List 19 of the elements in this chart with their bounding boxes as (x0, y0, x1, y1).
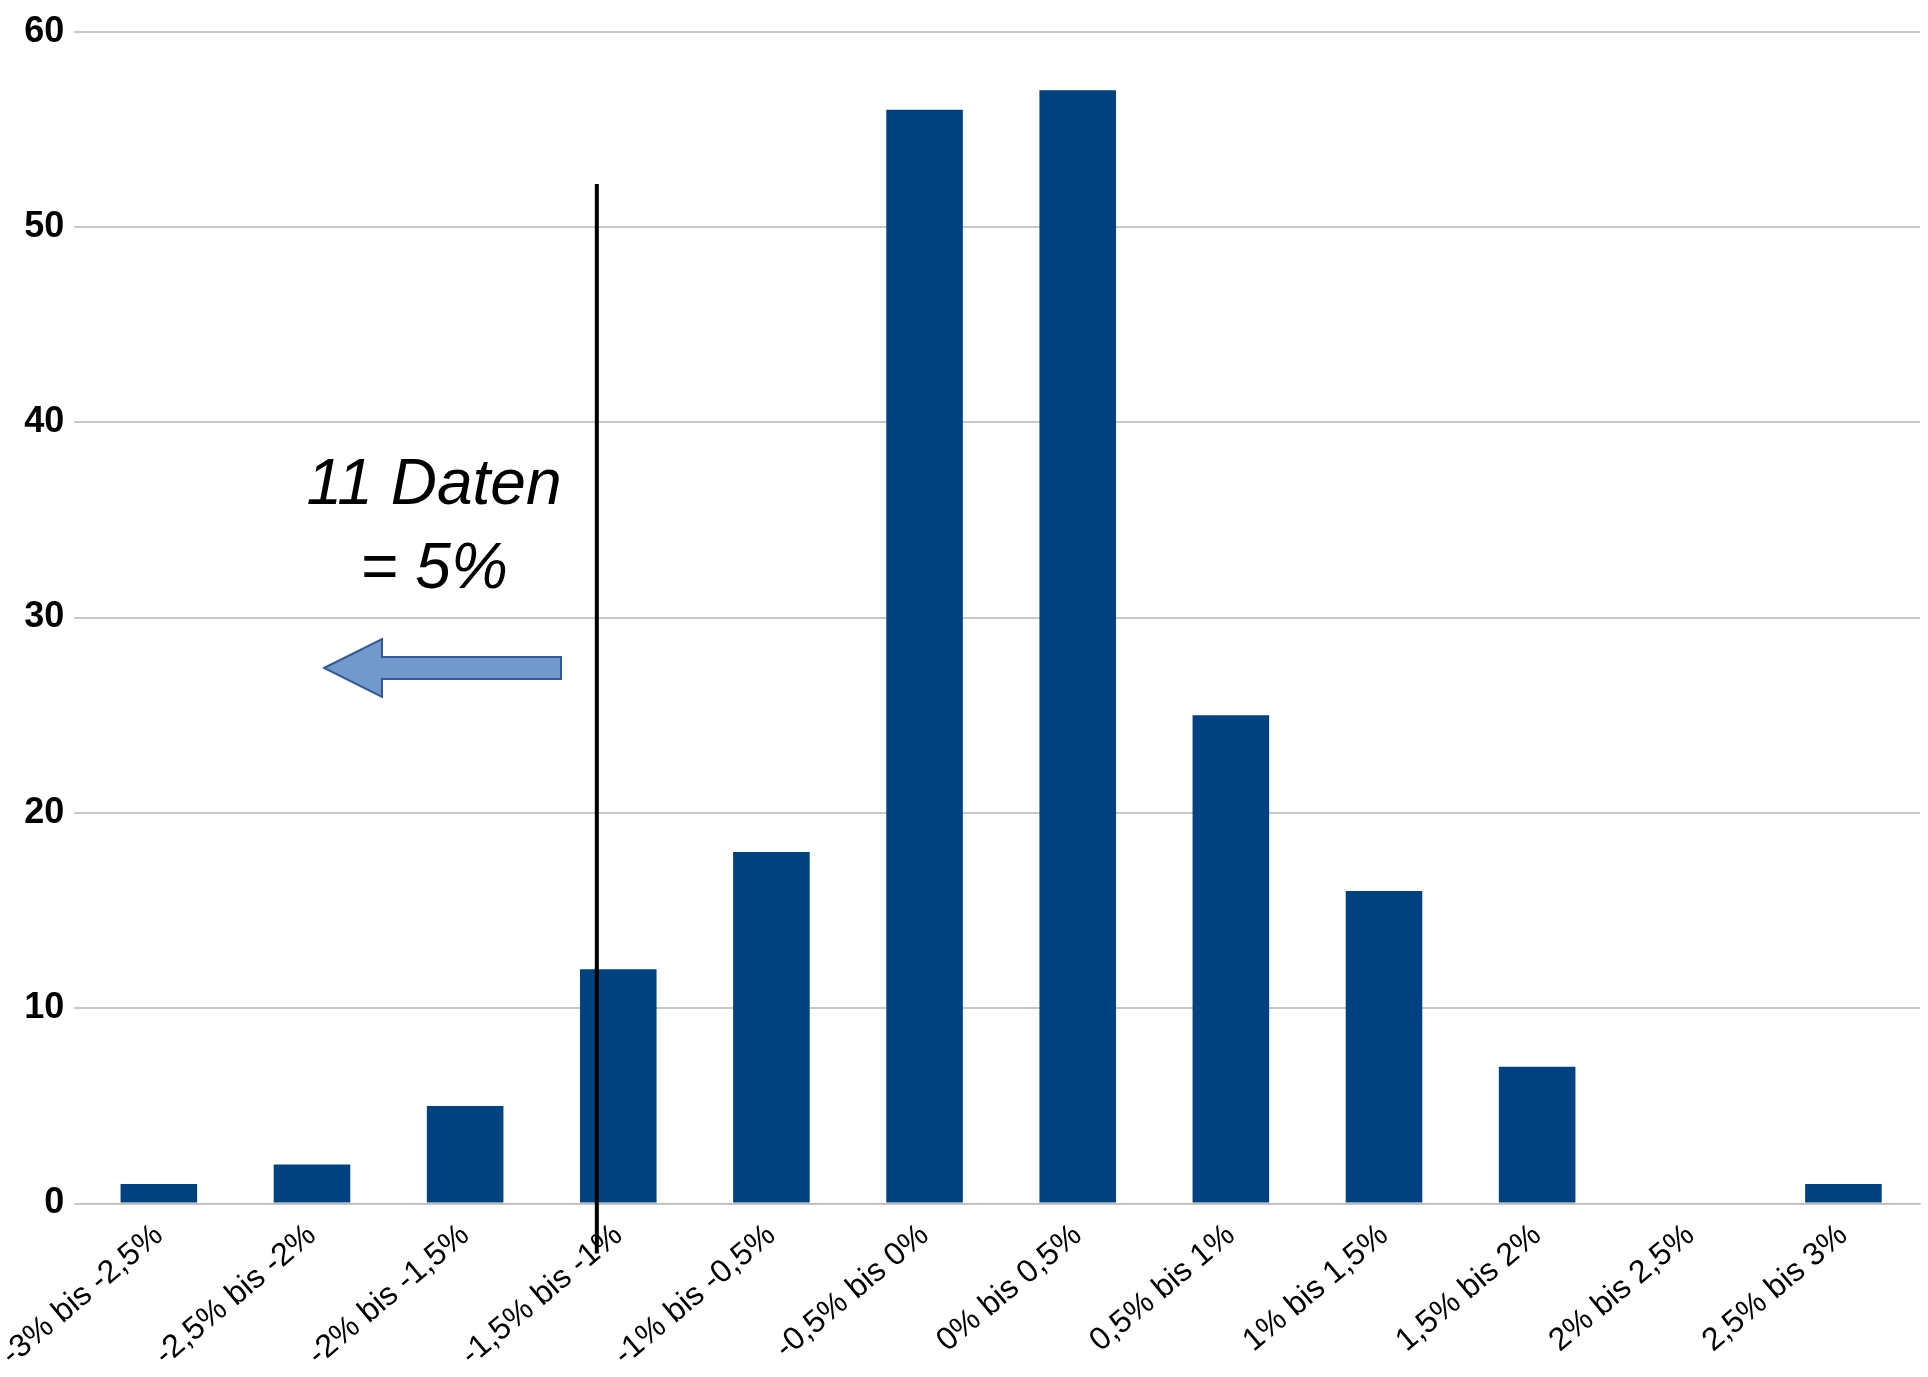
annotation: 11 Daten = 5% (306, 445, 562, 602)
bar (273, 1164, 351, 1203)
bar (1498, 1066, 1576, 1203)
bar (733, 851, 810, 1203)
bar (1039, 90, 1116, 1203)
y-tick-label: 30 (24, 594, 65, 636)
bar (1192, 715, 1270, 1203)
bar (886, 109, 963, 1203)
bar (579, 969, 657, 1203)
y-tick-label: 0 (44, 1180, 65, 1222)
bar (120, 1184, 198, 1203)
bar (1805, 1184, 1882, 1203)
bar (426, 1105, 504, 1203)
y-tick-label: 60 (24, 8, 65, 50)
y-tick-label: 50 (24, 203, 65, 245)
y-tick-label: 10 (24, 985, 65, 1027)
bar (1345, 891, 1423, 1203)
y-tick-label: 40 (24, 399, 65, 441)
y-tick-label: 20 (24, 789, 65, 831)
